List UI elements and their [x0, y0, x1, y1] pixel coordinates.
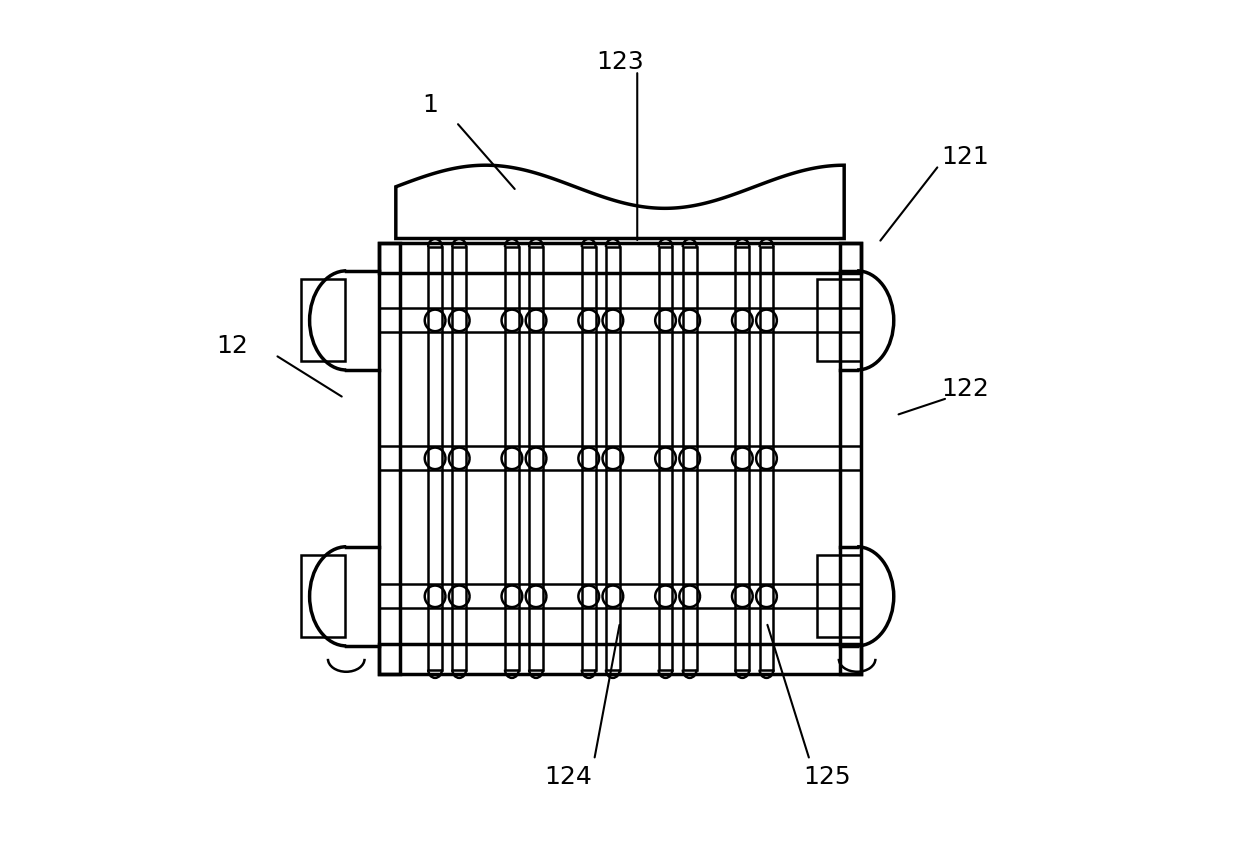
Text: 122: 122 — [941, 377, 988, 401]
Text: 1: 1 — [423, 93, 438, 117]
Bar — [760, 247, 774, 670]
Bar — [658, 247, 672, 670]
Bar — [606, 247, 620, 670]
Text: 121: 121 — [941, 144, 988, 169]
Text: 123: 123 — [596, 50, 644, 74]
Bar — [582, 247, 595, 670]
Bar — [839, 243, 862, 674]
Bar — [428, 247, 441, 670]
Bar — [505, 247, 518, 670]
Bar — [817, 279, 861, 362]
Bar — [378, 446, 862, 471]
Bar — [683, 247, 697, 670]
Bar — [529, 247, 543, 670]
Bar — [378, 243, 401, 674]
Bar — [735, 247, 749, 670]
Bar — [378, 584, 862, 608]
Bar — [378, 243, 862, 273]
Bar — [378, 308, 862, 332]
Bar — [453, 247, 466, 670]
Bar — [301, 279, 345, 362]
Text: 125: 125 — [804, 766, 851, 790]
Bar — [817, 555, 861, 638]
Bar — [378, 644, 862, 674]
Bar — [301, 555, 345, 638]
Text: 124: 124 — [544, 766, 593, 790]
Text: 12: 12 — [216, 334, 248, 358]
